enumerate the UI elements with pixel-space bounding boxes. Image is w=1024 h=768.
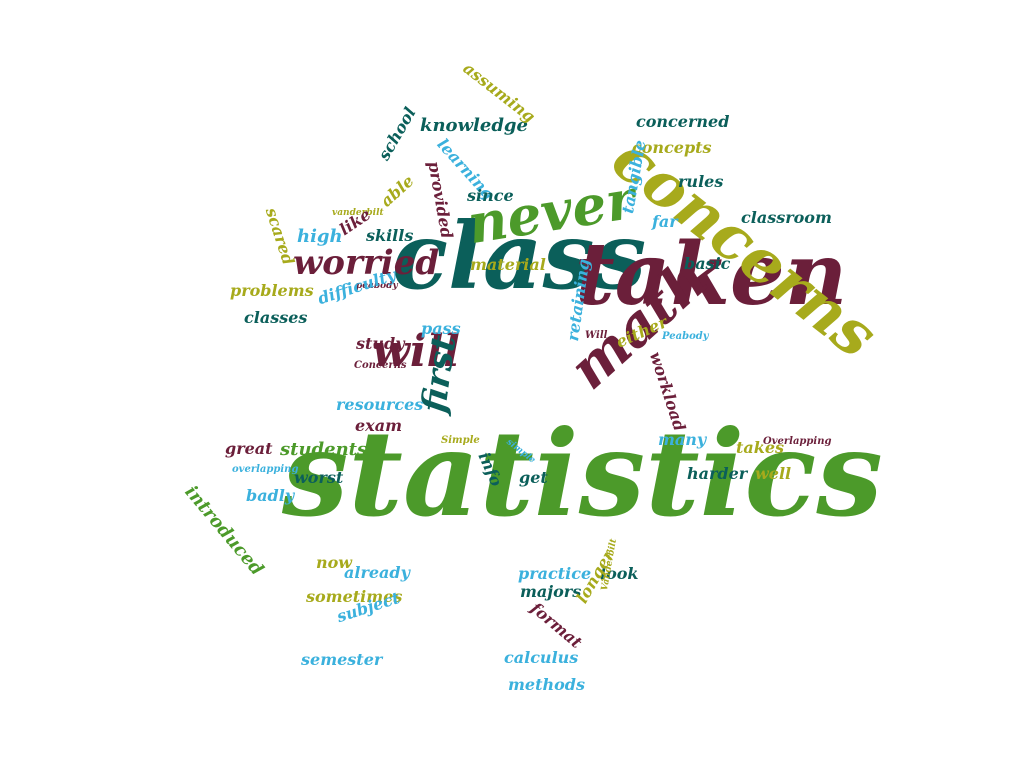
word-material: material [470, 255, 546, 274]
word-skills: skills [366, 226, 414, 245]
word-many: many [658, 430, 707, 449]
word-well: well [755, 464, 792, 483]
word-badly: badly [246, 486, 295, 505]
word-peabody: peabody [356, 281, 398, 291]
word-harder: harder [687, 464, 748, 483]
word-far: far [652, 212, 678, 231]
word-classes: classes [244, 308, 308, 327]
word-resources: resources [336, 395, 424, 414]
word-will: Will [585, 330, 608, 341]
word-worst: worst [294, 468, 344, 487]
word-statistics: statistics [282, 404, 883, 543]
word-scared: scared [261, 205, 299, 268]
word-problems: problems [230, 281, 314, 300]
word-students: students [280, 439, 368, 460]
word-now: now [316, 553, 353, 572]
word-format: format [527, 598, 586, 653]
word-simple: Simple [441, 435, 480, 446]
word-calculus: calculus [504, 648, 579, 667]
word-worried: worried [293, 243, 440, 283]
word-look: look [600, 564, 639, 583]
word-study: study [356, 334, 405, 353]
word-taken: taken [575, 224, 848, 325]
word-since: since [467, 186, 514, 205]
word-basic: basic [684, 254, 731, 273]
word-first: first [414, 332, 465, 416]
word-will: will [372, 326, 461, 377]
word-peabody: Peabody [662, 331, 709, 342]
word-sometimes: sometimes [306, 587, 403, 606]
word-exam: exam [355, 416, 403, 435]
word-concerns: Concerns [354, 360, 407, 371]
word-overlapping: overlapping [232, 464, 299, 475]
word-knowledge: knowledge [420, 115, 528, 136]
word-concepts: concepts [632, 138, 712, 157]
word-concerned: concerned [636, 112, 730, 131]
word-semester: semester [301, 650, 383, 669]
word-great: great [225, 439, 273, 458]
word-practice: practice [518, 564, 592, 583]
word-classroom: classroom [741, 208, 832, 227]
word-get: get [519, 468, 548, 487]
word-methods: methods [508, 675, 585, 694]
word-majors: majors [520, 582, 582, 601]
word-class: class [392, 202, 647, 310]
word-takes: takes [736, 438, 785, 457]
word-school: school [374, 103, 420, 164]
word-rules: rules [678, 172, 724, 191]
word-already: already [344, 563, 410, 582]
word-overlapping: Overlapping [763, 436, 832, 447]
word-vanderbilt: vanderbilt [332, 208, 384, 218]
word-pass: pass [421, 319, 461, 338]
word-high: high [297, 226, 343, 247]
